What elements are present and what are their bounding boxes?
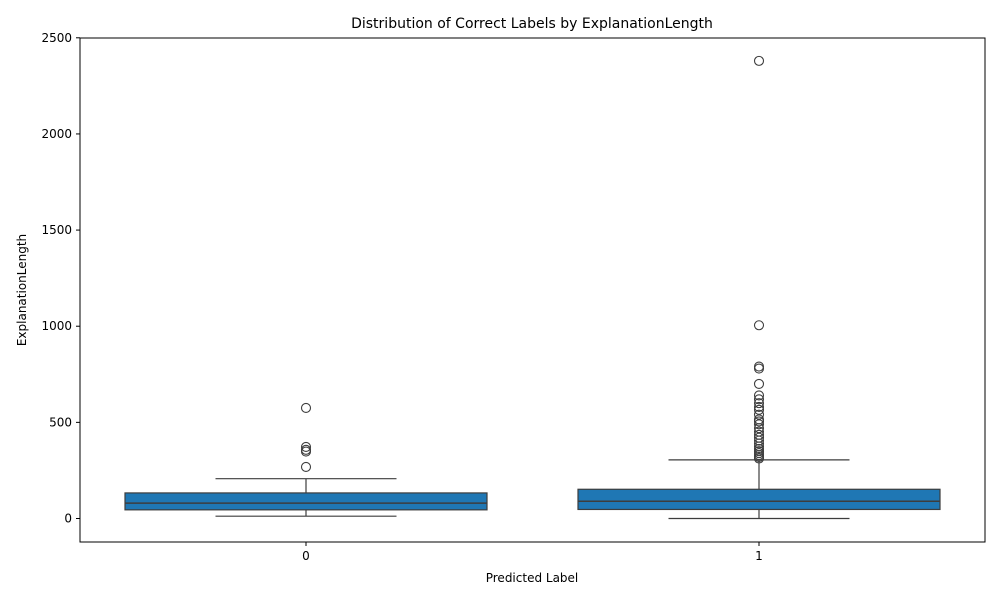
iqr-box (124, 492, 488, 511)
outlier-point (753, 320, 765, 331)
outlier-point (753, 419, 765, 430)
outlier-point (753, 401, 765, 413)
box-group (124, 402, 488, 517)
y-axis: 0 500 1000 1500 2000 2500 (41, 31, 80, 526)
outlier-point (753, 429, 765, 440)
x-tick-label: 0 (302, 549, 310, 563)
plot-frame (79, 37, 986, 543)
outlier-point (300, 461, 312, 473)
y-tick-label: 2500 (41, 31, 72, 45)
outlier-point (753, 432, 765, 443)
y-tick-label: 500 (49, 415, 72, 429)
outlier-point (753, 390, 765, 401)
outlier-point (753, 446, 765, 457)
outlier-point (300, 441, 312, 453)
outlier-point (753, 394, 765, 405)
y-axis-title: ExplanationLength (15, 234, 29, 346)
outlier-point (753, 404, 765, 415)
outlier-point (300, 402, 312, 413)
y-tick-label: 0 (64, 512, 72, 526)
outlier-point (753, 55, 765, 66)
outlier-point (753, 409, 765, 420)
outlier-point (753, 414, 765, 425)
x-tick-label: 1 (755, 549, 763, 563)
outlier-point (753, 443, 765, 454)
x-axis-title: Predicted Label (486, 571, 579, 585)
outlier-point (753, 426, 765, 437)
y-tick-label: 1500 (41, 223, 72, 237)
box-group (577, 55, 941, 520)
outlier-point (753, 363, 765, 374)
iqr-box (577, 488, 941, 511)
plot-area (124, 55, 941, 520)
chart-title: Distribution of Correct Labels by Explan… (351, 16, 713, 32)
outlier-point (300, 444, 312, 455)
y-tick-label: 2000 (41, 127, 72, 141)
outlier-point (753, 398, 765, 409)
outlier-point (753, 361, 765, 372)
outlier-point (753, 378, 765, 389)
y-tick-label: 1000 (41, 319, 72, 333)
